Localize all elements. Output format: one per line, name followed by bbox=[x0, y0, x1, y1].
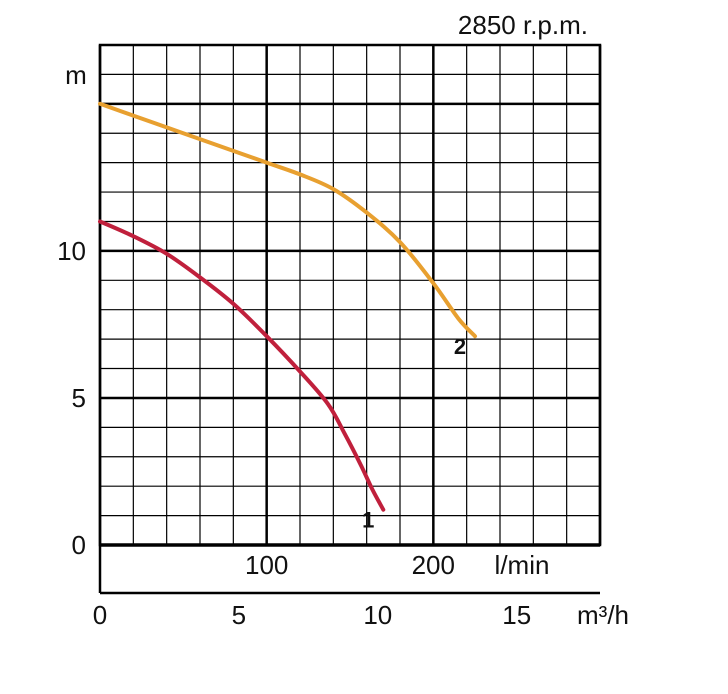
x-tick-label-m3h: 5 bbox=[232, 600, 246, 630]
x-tick-label-lmin: 200 bbox=[412, 550, 455, 580]
y-tick-label: 10 bbox=[57, 236, 86, 266]
y-tick-label: 0 bbox=[72, 530, 86, 560]
x-axis-label-lmin: l/min bbox=[495, 550, 550, 580]
series-line-2 bbox=[98, 101, 477, 339]
series-label-1: 1 bbox=[362, 508, 374, 533]
y-tick-label: 5 bbox=[72, 383, 86, 413]
series-label-2: 2 bbox=[454, 334, 466, 359]
x-tick-label-lmin: 100 bbox=[245, 550, 288, 580]
chart-tick-labels: 0 5 10 100 200 0 5 10 15 bbox=[57, 236, 531, 630]
chart-series: 12 bbox=[98, 101, 477, 533]
y-axis-label: m bbox=[65, 60, 87, 90]
chart-title: 2850 r.p.m. bbox=[458, 10, 588, 40]
x-tick-label-m3h: 15 bbox=[502, 600, 531, 630]
series-line-1 bbox=[98, 219, 386, 512]
x-tick-label-m3h: 0 bbox=[93, 600, 107, 630]
x-axis-label-m3h: m³/h bbox=[577, 600, 629, 630]
x-tick-label-m3h: 10 bbox=[363, 600, 392, 630]
